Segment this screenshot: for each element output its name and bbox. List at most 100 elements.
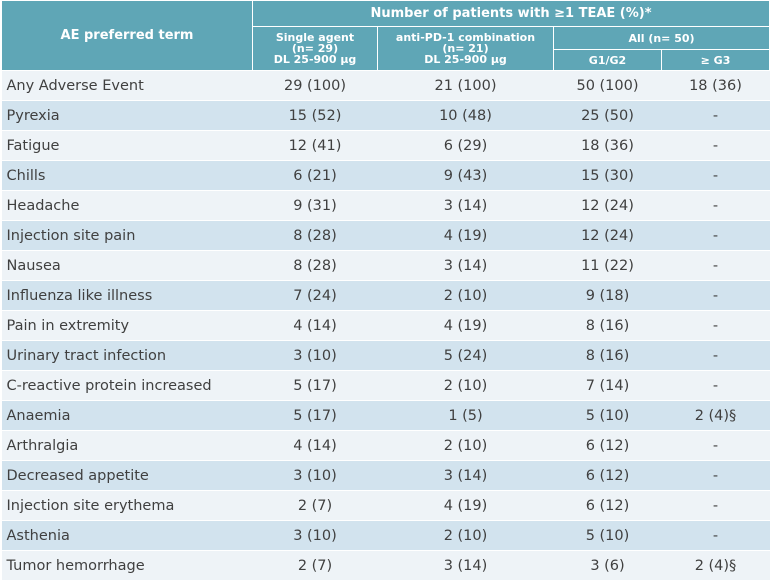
grade-3-plus-cell: 2 (4)§: [661, 400, 770, 431]
grade-1-2-cell: 25 (50): [553, 100, 662, 131]
single-agent-cell: 4 (14): [252, 430, 378, 461]
combination-cell: 3 (14): [377, 550, 554, 581]
grade-1-2-cell: 3 (6): [553, 550, 662, 581]
combination-cell: 4 (19): [377, 220, 554, 251]
grade-3-plus-cell: -: [661, 250, 770, 281]
grade-3-plus-cell: -: [661, 130, 770, 161]
grade-3-plus-cell: -: [661, 460, 770, 491]
combination-cell: 2 (10): [377, 520, 554, 551]
table-row: Chills 6 (21) 9 (43) 15 (30) -: [1, 160, 770, 191]
combination-cell: 1 (5): [377, 400, 554, 431]
grade-3-plus-cell: -: [661, 100, 770, 131]
combination-cell: 4 (19): [377, 490, 554, 521]
combination-cell: 3 (14): [377, 190, 554, 221]
ae-term-cell: Anaemia: [1, 400, 253, 431]
single-agent-cell: 4 (14): [252, 310, 378, 341]
grade-3-plus-cell: -: [661, 190, 770, 221]
single-agent-cell: 3 (10): [252, 460, 378, 491]
single-agent-cell: 3 (10): [252, 520, 378, 551]
grade-3-plus-cell: -: [661, 220, 770, 251]
single-agent-cell: 8 (28): [252, 250, 378, 281]
combination-cell: 10 (48): [377, 100, 554, 131]
table-row: C-reactive protein increased 5 (17) 2 (10)…: [1, 370, 770, 401]
grade-1-2-cell: 12 (24): [553, 190, 662, 221]
grade-1-2-cell: 6 (12): [553, 460, 662, 491]
ae-term-cell: Pyrexia: [1, 100, 253, 131]
grade-3-plus-header: ≥ G3: [661, 49, 770, 71]
grade-1-2-cell: 15 (30): [553, 160, 662, 191]
table-row: Fatigue 12 (41) 6 (29) 18 (36) -: [1, 130, 770, 161]
combination-cell: 3 (14): [377, 250, 554, 281]
table-row: Urinary tract infection 3 (10) 5 (24) 8 (16…: [1, 340, 770, 371]
grade-1-2-header: G1/G2: [553, 49, 662, 71]
single-agent-cell: 6 (21): [252, 160, 378, 191]
grade-1-2-cell: 12 (24): [553, 220, 662, 251]
ae-term-cell: Any Adverse Event: [1, 70, 253, 101]
table-row: Decreased appetite 3 (10) 3 (14) 6 (12) -: [1, 460, 770, 491]
combination-cell: 9 (43): [377, 160, 554, 191]
single-agent-cell: 2 (7): [252, 490, 378, 521]
table-row: Headache 9 (31) 3 (14) 12 (24) -: [1, 190, 770, 221]
single-agent-cell: 29 (100): [252, 70, 378, 101]
single-agent-cell: 12 (41): [252, 130, 378, 161]
ae-term-cell: Arthralgia: [1, 430, 253, 461]
single-agent-label: Single agent: [275, 31, 355, 44]
table-row: Any Adverse Event 29 (100) 21 (100) 50 (100…: [1, 70, 770, 101]
combination-cell: 2 (10): [377, 430, 554, 461]
single-agent-cell: 2 (7): [252, 550, 378, 581]
grade-1-2-cell: 9 (18): [553, 280, 662, 311]
single-agent-cell: 8 (28): [252, 220, 378, 251]
combination-cell: 2 (10): [377, 280, 554, 311]
table-row: Pain in extremity 4 (14) 4 (19) 8 (16) -: [1, 310, 770, 341]
combination-cell: 21 (100): [377, 70, 554, 101]
ae-term-cell: C-reactive protein increased: [1, 370, 253, 401]
ae-term-header: AE preferred term: [1, 0, 253, 71]
single-agent-cell: 3 (10): [252, 340, 378, 371]
ae-term-cell: Urinary tract infection: [1, 340, 253, 371]
grade-1-2-cell: 5 (10): [553, 520, 662, 551]
grade-1-2-cell: 6 (12): [553, 430, 662, 461]
table-row: Nausea 8 (28) 3 (14) 11 (22) -: [1, 250, 770, 281]
ae-term-cell: Chills: [1, 160, 253, 191]
single-agent-cell: 5 (17): [252, 370, 378, 401]
all-patients-header: All (n= 50): [553, 26, 770, 50]
ae-term-cell: Pain in extremity: [1, 310, 253, 341]
ae-term-cell: Fatigue: [1, 130, 253, 161]
grade-1-2-cell: 5 (10): [553, 400, 662, 431]
combination-n: (n= 21): [442, 42, 489, 55]
ae-term-cell: Tumor hemorrhage: [1, 550, 253, 581]
combination-cell: 2 (10): [377, 370, 554, 401]
single-agent-cell: 15 (52): [252, 100, 378, 131]
grade-3-plus-cell: -: [661, 430, 770, 461]
grade-1-2-cell: 11 (22): [553, 250, 662, 281]
table-row: Pyrexia 15 (52) 10 (48) 25 (50) -: [1, 100, 770, 131]
single-agent-n: (n= 29): [291, 42, 339, 55]
table-row: Influenza like illness 7 (24) 2 (10) 9 (18)…: [1, 280, 770, 311]
combination-cell: 6 (29): [377, 130, 554, 161]
single-agent-cell: 5 (17): [252, 400, 378, 431]
grade-3-plus-cell: 2 (4)§: [661, 550, 770, 581]
grade-3-plus-cell: -: [661, 490, 770, 521]
table-row: Injection site pain 8 (28) 4 (19) 12 (24) -: [1, 220, 770, 251]
grade-1-2-cell: 8 (16): [553, 310, 662, 341]
table-row: Asthenia 3 (10) 2 (10) 5 (10) -: [1, 520, 770, 551]
combination-cell: 4 (19): [377, 310, 554, 341]
ae-term-cell: Nausea: [1, 250, 253, 281]
table-row: Tumor hemorrhage 2 (7) 3 (14) 3 (6) 2 (4)§: [1, 550, 770, 581]
combination-cell: 3 (14): [377, 460, 554, 491]
grade-3-plus-cell: -: [661, 370, 770, 401]
ae-term-cell: Injection site pain: [1, 220, 253, 251]
combination-dose: DL 25-900 µg: [424, 53, 507, 66]
grade-3-plus-cell: -: [661, 340, 770, 371]
ae-term-cell: Asthenia: [1, 520, 253, 551]
single-agent-header: Single agent (n= 29) DL 25-900 µg: [252, 26, 378, 71]
grade-1-2-cell: 6 (12): [553, 490, 662, 521]
grade-1-2-cell: 18 (36): [553, 130, 662, 161]
grade-1-2-cell: 7 (14): [553, 370, 662, 401]
grade-1-2-cell: 50 (100): [553, 70, 662, 101]
single-agent-cell: 9 (31): [252, 190, 378, 221]
table-title: Number of patients with ≥1 TEAE (%)*: [252, 0, 770, 27]
combination-header: anti-PD-1 combination (n= 21) DL 25-900 …: [377, 26, 554, 71]
